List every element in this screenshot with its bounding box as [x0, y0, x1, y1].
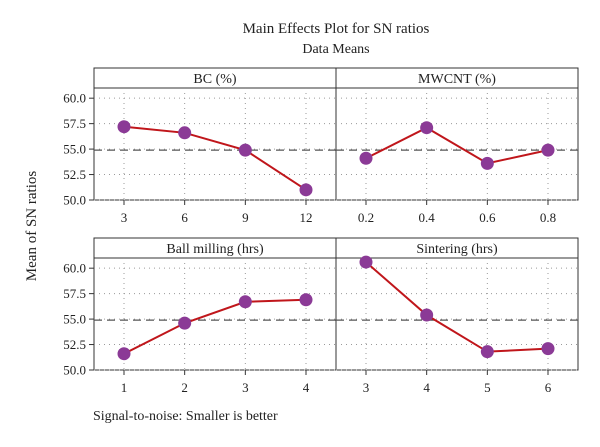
y-axis-label: Mean of SN ratios — [24, 171, 40, 282]
data-point — [117, 347, 131, 361]
chart-subtitle: Data Means — [302, 42, 369, 57]
x-tick-label: 0.2 — [358, 210, 374, 225]
series-line — [123, 125, 307, 191]
x-tick-label: 12 — [300, 210, 313, 225]
y-tick-label: 52.5 — [63, 167, 86, 182]
data-point — [117, 120, 131, 134]
footnote: Signal-to-noise: Smaller is better — [93, 409, 278, 424]
data-point — [420, 121, 434, 135]
x-tick-label: 3 — [242, 380, 249, 395]
data-point — [299, 183, 313, 197]
y-tick-label: 50.0 — [63, 193, 86, 208]
y-tick-label: 52.5 — [63, 337, 86, 352]
chart-title: Main Effects Plot for SN ratios — [243, 21, 430, 37]
x-tick-label: 0.6 — [479, 210, 496, 225]
x-tick-label: 4 — [423, 380, 430, 395]
panel-title: Sintering (hrs) — [416, 242, 498, 257]
x-tick-label: 3 — [363, 380, 370, 395]
panel-title: Ball milling (hrs) — [166, 242, 264, 257]
data-point — [480, 345, 494, 359]
x-tick-label: 4 — [303, 380, 310, 395]
panel-3: Ball milling (hrs) 50.0 52.5 55.0 57.5 60.0 1 2… — [63, 237, 337, 395]
x-tick-label: 9 — [242, 210, 249, 225]
y-tick-label: 60.0 — [63, 261, 86, 276]
y-tick-label: 55.0 — [63, 312, 86, 327]
y-tick-label: 60.0 — [63, 91, 86, 106]
x-tick-label: 6 — [181, 210, 188, 225]
data-point — [178, 126, 192, 140]
series-line — [123, 298, 307, 355]
x-tick-label: 5 — [484, 380, 491, 395]
x-tick-label: 3 — [121, 210, 128, 225]
plot-area — [93, 87, 337, 201]
y-tick-label: 55.0 — [63, 142, 86, 157]
data-point — [299, 293, 313, 307]
data-point — [480, 156, 494, 170]
data-point — [541, 143, 555, 157]
y-tick-label: 57.5 — [63, 116, 86, 131]
x-tick-label: 0.8 — [540, 210, 556, 225]
data-point — [359, 151, 373, 165]
y-tick-label: 57.5 — [63, 286, 86, 301]
series-line — [365, 126, 549, 165]
panel-title: BC (%) — [193, 72, 237, 87]
x-tick-label: 1 — [121, 380, 128, 395]
panel-1: BC (%) 50.0 52.5 55.0 57.5 60.0 3 6 9 12 — [63, 67, 337, 225]
plot-area — [335, 257, 579, 371]
plot-area — [335, 87, 579, 201]
data-point — [541, 342, 555, 356]
series-line — [365, 261, 549, 353]
data-point — [238, 143, 252, 157]
x-tick-label: 2 — [181, 380, 188, 395]
data-point — [420, 308, 434, 322]
x-tick-label: 0.4 — [419, 210, 436, 225]
y-tick-label: 50.0 — [63, 363, 86, 378]
data-point — [178, 316, 192, 330]
data-point — [238, 295, 252, 309]
panel-2: MWCNT (%) 0.2 0.4 0.6 0.8 — [335, 67, 579, 225]
panel-4: Sintering (hrs) 3 4 5 6 — [335, 237, 579, 395]
data-point — [359, 255, 373, 269]
x-tick-label: 6 — [545, 380, 552, 395]
panel-title: MWCNT (%) — [418, 72, 496, 87]
